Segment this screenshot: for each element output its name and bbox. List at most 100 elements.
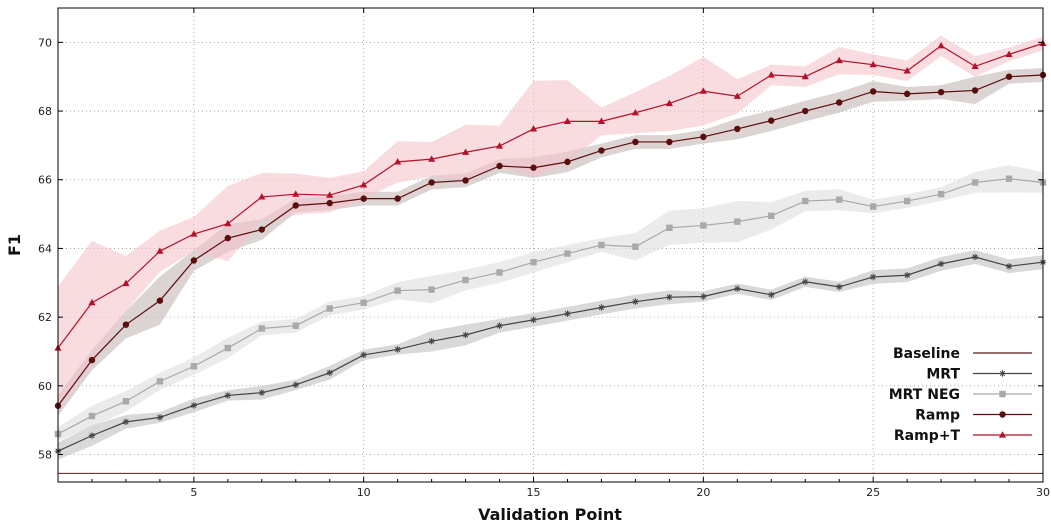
mrt-point-stroke — [530, 317, 537, 323]
ramp-point — [292, 202, 299, 209]
mrt-point-stroke — [836, 284, 842, 290]
ramp-t-point — [224, 219, 232, 227]
mrt-point-stroke — [666, 294, 673, 300]
ramp-point — [190, 257, 198, 264]
x-tick-label: 25 — [866, 486, 880, 499]
mrt-neg-point — [869, 203, 877, 210]
ramp-point — [869, 88, 877, 95]
mrt-neg-point — [836, 196, 843, 203]
x-tick-label: 10 — [357, 486, 371, 499]
ramp-t-point — [1005, 50, 1013, 57]
mrt-point-stroke — [157, 414, 163, 421]
mrt-point — [224, 392, 232, 399]
x-tick-label: 20 — [696, 486, 710, 499]
x-axis-title: Validation Point — [478, 505, 622, 524]
mrt-point — [869, 273, 877, 281]
ramp-t-point — [122, 279, 130, 287]
mrt-point-stroke — [259, 390, 265, 396]
ramp-t-point — [190, 230, 198, 237]
mrt-neg-point — [224, 344, 232, 352]
mrt-neg-point — [700, 222, 707, 229]
ramp-band — [58, 68, 1043, 417]
y-tick-label: 64 — [38, 242, 52, 255]
ramp-point — [394, 195, 401, 202]
mrt-neg-point — [666, 224, 673, 232]
mrt-neg-point — [598, 241, 605, 249]
mrt-point — [666, 294, 673, 301]
legend-marker-ramp-t — [998, 431, 1007, 438]
mrt-point — [190, 402, 198, 409]
mrt-neg-point — [88, 412, 96, 420]
ramp-t-point — [292, 190, 300, 197]
ramp-point — [224, 234, 232, 242]
ramp-t-point — [699, 87, 707, 94]
ramp-point — [530, 164, 537, 171]
mrt-point-stroke — [225, 392, 231, 399]
mrt-neg-point — [734, 218, 741, 225]
ramp-t-point — [394, 158, 402, 165]
ramp-t-band — [58, 35, 1043, 410]
legend-marker-mrt-neg — [999, 390, 1006, 398]
y-tick-label: 60 — [38, 380, 52, 393]
mrt-point-stroke — [293, 382, 299, 388]
mrt-point — [700, 293, 707, 300]
mrt-point — [462, 331, 469, 339]
mrt-point — [802, 278, 809, 285]
mrt-point-stroke — [395, 346, 401, 353]
ramp-t-point — [835, 56, 843, 64]
mrt-neg-point — [802, 197, 809, 205]
mrt-point — [326, 369, 333, 376]
mrt-neg-line — [57, 178, 1044, 435]
x-tick-label: 30 — [1036, 486, 1050, 499]
ramp-t-point — [258, 193, 266, 200]
mrt-point-stroke — [972, 254, 978, 260]
ramp-point — [564, 158, 571, 166]
mrt-point — [632, 298, 639, 305]
mrt-neg-point — [903, 197, 911, 205]
mrt-point-stroke — [327, 370, 333, 376]
ramp-point — [598, 147, 605, 154]
ramp-t-point — [563, 117, 572, 124]
mrt-point — [292, 381, 299, 388]
mrt-point — [496, 322, 503, 329]
mrt-neg-point — [156, 378, 164, 385]
ramp-point — [122, 321, 130, 328]
ramp-t-point — [156, 247, 164, 254]
mrt-point — [394, 346, 401, 353]
ramp-t-point — [360, 181, 368, 188]
mrt-point-stroke — [598, 304, 605, 311]
mrt-neg-point — [122, 398, 130, 405]
mrt-point-stroke — [1006, 263, 1012, 269]
mrt-neg-point — [360, 299, 367, 306]
mrt-neg-point — [428, 286, 435, 293]
legend-marker-ramp — [999, 411, 1006, 418]
ramp-point — [700, 133, 707, 141]
ramp-t-point — [665, 99, 673, 107]
mrt-point-stroke — [870, 274, 876, 280]
ramp-line — [57, 74, 1044, 407]
ramp-point — [326, 199, 333, 207]
ramp-t-point — [529, 125, 538, 132]
ramp-point — [734, 125, 741, 133]
mrt-point-stroke — [89, 432, 95, 439]
ramp-t-point — [869, 60, 877, 68]
mrt-point-stroke — [191, 402, 197, 409]
ramp-t-point — [326, 191, 334, 198]
mrt-neg-point — [937, 190, 945, 198]
ramp-point — [156, 297, 164, 304]
ramp-t-point — [801, 72, 809, 80]
y-tick-label: 58 — [38, 449, 52, 462]
mrt-neg-point — [326, 305, 333, 312]
legend-label-ramp: Ramp — [915, 408, 960, 424]
legend-marker-mrt-stroke — [999, 370, 1006, 377]
ramp-point — [802, 107, 809, 115]
mrt-neg-point — [971, 179, 979, 186]
ramp-t-point — [903, 67, 911, 74]
legend-label-mrt: MRT — [926, 367, 960, 383]
mrt-point — [88, 432, 96, 439]
ramp-t-point — [461, 148, 470, 155]
ramp-t-point — [971, 62, 979, 69]
ramp-t-point — [597, 117, 606, 124]
mrt-neg-point — [564, 250, 571, 257]
ramp-t-point — [767, 71, 775, 78]
